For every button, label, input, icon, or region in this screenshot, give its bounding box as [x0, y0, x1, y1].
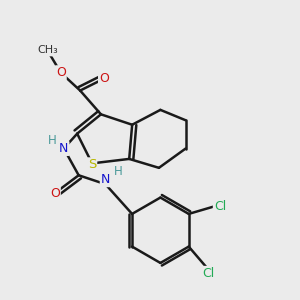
Text: O: O [50, 187, 60, 200]
Text: O: O [99, 72, 109, 85]
Text: O: O [56, 66, 66, 79]
Text: Cl: Cl [202, 267, 214, 280]
Text: H: H [48, 134, 57, 147]
Text: S: S [88, 158, 96, 171]
Text: CH₃: CH₃ [37, 45, 58, 56]
Text: Cl: Cl [214, 200, 226, 213]
Text: H: H [113, 165, 122, 178]
Text: N: N [101, 173, 110, 186]
Text: N: N [59, 142, 68, 155]
